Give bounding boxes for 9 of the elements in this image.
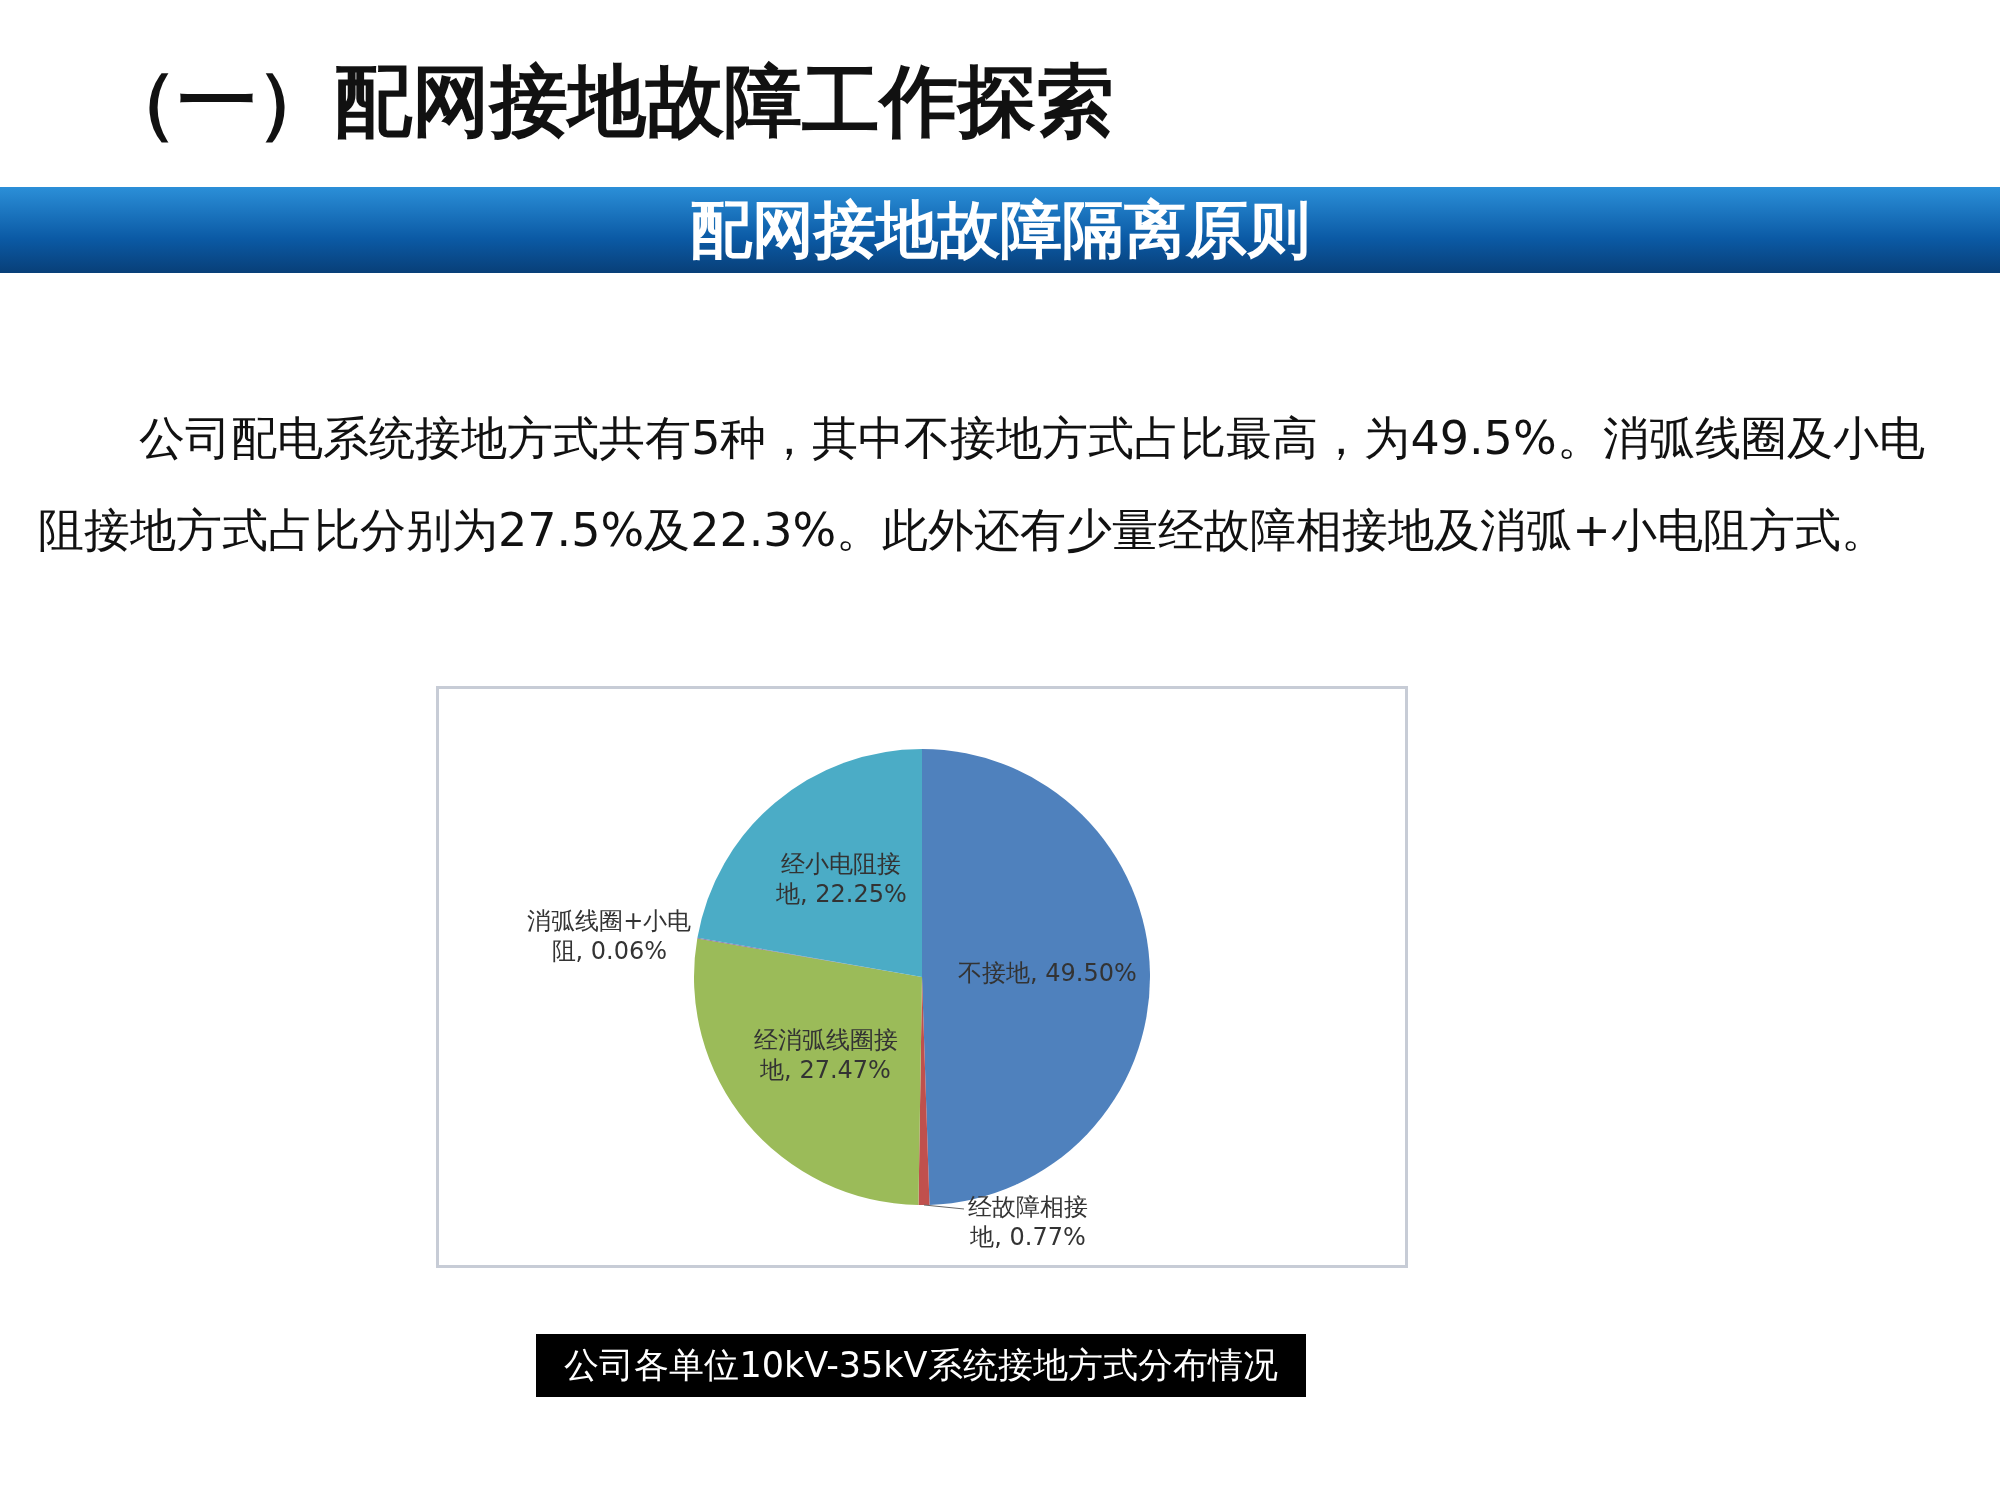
text: 公司各单位10kV-35kV系统接地方式分布情况: [536, 1334, 1306, 1397]
slice-label: 经故障相接地, 0.77%: [968, 1193, 1088, 1252]
slice-label: 不接地, 49.50%: [957, 959, 1137, 988]
chart-subtitle: 配网接地故障隔离原则: [0, 187, 2000, 273]
text: 公司配电系统接地方式共有5种，其中不接地方式占比最高，为49.5%。消弧线圈及小电阻接地方式占比分别为27.5%及22.3%。此外还有少量经故障相接地及消弧+小电阻方式。: [38, 410, 1926, 559]
slice-label: 经消弧线圈接地, 27.47%: [753, 1026, 898, 1085]
slice-label: 消弧线圈+小电阻, 0.06%: [527, 907, 692, 966]
slice-label: 经小电阻接地, 22.25%: [774, 850, 907, 909]
chart-title: （一）配网接地故障工作探索: [100, 55, 1114, 148]
